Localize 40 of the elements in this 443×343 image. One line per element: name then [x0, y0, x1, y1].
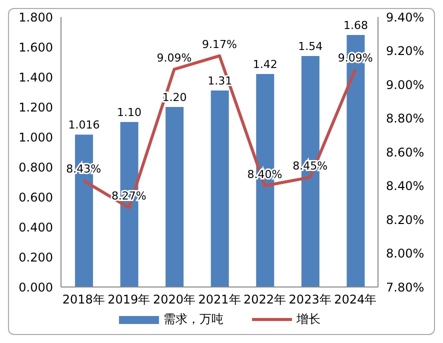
x-tick-label: 2018年 [62, 292, 105, 307]
y2-tick-label: 8.00% [386, 246, 424, 261]
data-label: 8.40% [247, 168, 282, 181]
y-tick-label: 0.200 [18, 250, 53, 264]
data-label: 9.17% [202, 38, 237, 51]
legend-label: 需求，万吨 [164, 311, 224, 328]
bar [166, 107, 184, 287]
y2-tick-label: 8.20% [386, 212, 424, 227]
y-tick-label: 1.200 [18, 100, 53, 114]
y2-tick-label: 8.40% [386, 179, 424, 194]
x-tick-label: 2022年 [244, 292, 286, 307]
y2-tick-label: 9.40% [386, 10, 424, 24]
data-label: 8.45% [292, 159, 328, 172]
data-label: 1.54 [298, 40, 323, 53]
x-tick-label: 2020年 [152, 292, 196, 307]
y2-tick-label: 8.80% [386, 112, 424, 126]
data-label: 1.10 [117, 106, 142, 119]
data-label: 1.68 [343, 19, 368, 32]
x-tick-label: 2019年 [108, 292, 150, 307]
y2-tick-label: 7.80% [386, 280, 424, 294]
y-tick-label: 1.000 [18, 130, 53, 144]
x-tick-label: 2023年 [288, 292, 332, 307]
x-tick-label: 2021年 [198, 292, 241, 307]
data-label: 8.27% [111, 190, 146, 203]
y-tick-label: 1.600 [18, 40, 53, 54]
y-tick-label: 0.800 [18, 160, 53, 174]
y-tick-label: 0.000 [18, 280, 53, 294]
y2-tick-label: 9.00% [386, 78, 424, 92]
y-tick-label: 0.600 [18, 190, 53, 204]
y-tick-label: 1.800 [18, 10, 53, 24]
y2-tick-label: 8.60% [386, 145, 424, 160]
data-label: 1.42 [252, 58, 278, 71]
y-tick-label: 0.400 [18, 220, 53, 234]
y-tick-label: 1.400 [18, 70, 53, 84]
bar [210, 90, 229, 287]
y2-tick-label: 9.20% [386, 44, 424, 58]
data-label: 1.016 [68, 118, 100, 132]
legend-label: 增长 [296, 311, 320, 328]
x-tick-label: 2024年 [334, 292, 377, 307]
data-label: 9.09% [156, 51, 192, 64]
